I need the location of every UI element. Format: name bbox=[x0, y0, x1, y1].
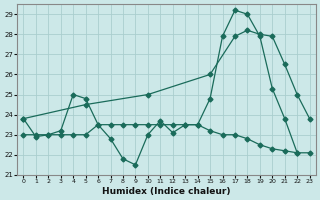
X-axis label: Humidex (Indice chaleur): Humidex (Indice chaleur) bbox=[102, 187, 231, 196]
